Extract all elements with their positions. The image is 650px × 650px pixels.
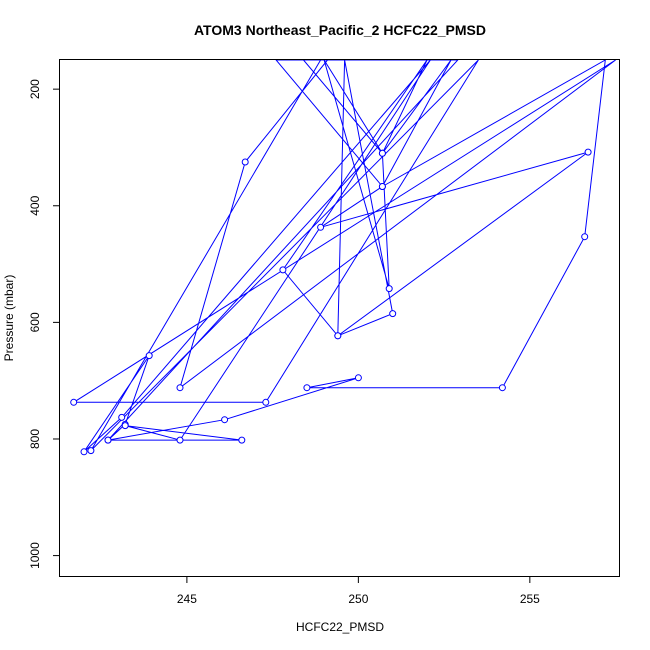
data-point xyxy=(385,285,393,293)
data-point xyxy=(80,448,88,456)
x-tick-label: 250 xyxy=(348,592,368,606)
data-point xyxy=(221,416,229,424)
chart-title: ATOM3 Northeast_Pacific_2 HCFC22_PMSD xyxy=(194,22,486,38)
series-line xyxy=(71,60,616,453)
data-point xyxy=(118,413,126,421)
plot-area xyxy=(59,59,620,577)
data-point xyxy=(241,158,249,166)
y-tick-label: 800 xyxy=(28,429,42,449)
data-point xyxy=(104,436,112,444)
y-tick-label: 400 xyxy=(28,195,42,215)
data-point xyxy=(581,233,589,241)
data-point xyxy=(238,436,246,444)
data-point xyxy=(378,149,386,157)
x-axis-label: HCFC22_PMSD xyxy=(296,620,384,634)
data-point xyxy=(317,223,325,231)
data-point xyxy=(334,332,342,340)
data-point xyxy=(262,398,270,406)
data-point xyxy=(145,352,153,360)
data-point xyxy=(176,384,184,392)
data-point xyxy=(176,436,184,444)
data-point xyxy=(498,384,506,392)
y-axis-label: Pressure (mbar) xyxy=(2,275,16,362)
data-point xyxy=(70,398,78,406)
data-point xyxy=(354,374,362,382)
data-point xyxy=(378,183,386,190)
data-point xyxy=(121,422,129,430)
data-point xyxy=(389,310,397,318)
y-tick-label: 200 xyxy=(28,79,42,99)
y-axis: 200 400 600 800 1000 xyxy=(28,79,60,569)
y-tick-label: 1000 xyxy=(28,542,42,569)
x-axis: 245 250 255 xyxy=(177,576,540,606)
x-tick-label: 255 xyxy=(520,592,540,606)
data-point xyxy=(87,447,95,455)
data-point xyxy=(584,148,592,156)
x-tick-label: 245 xyxy=(177,592,197,606)
y-tick-label: 600 xyxy=(28,312,42,332)
series-layer xyxy=(70,60,616,456)
data-point xyxy=(279,266,287,274)
data-point xyxy=(303,384,311,392)
